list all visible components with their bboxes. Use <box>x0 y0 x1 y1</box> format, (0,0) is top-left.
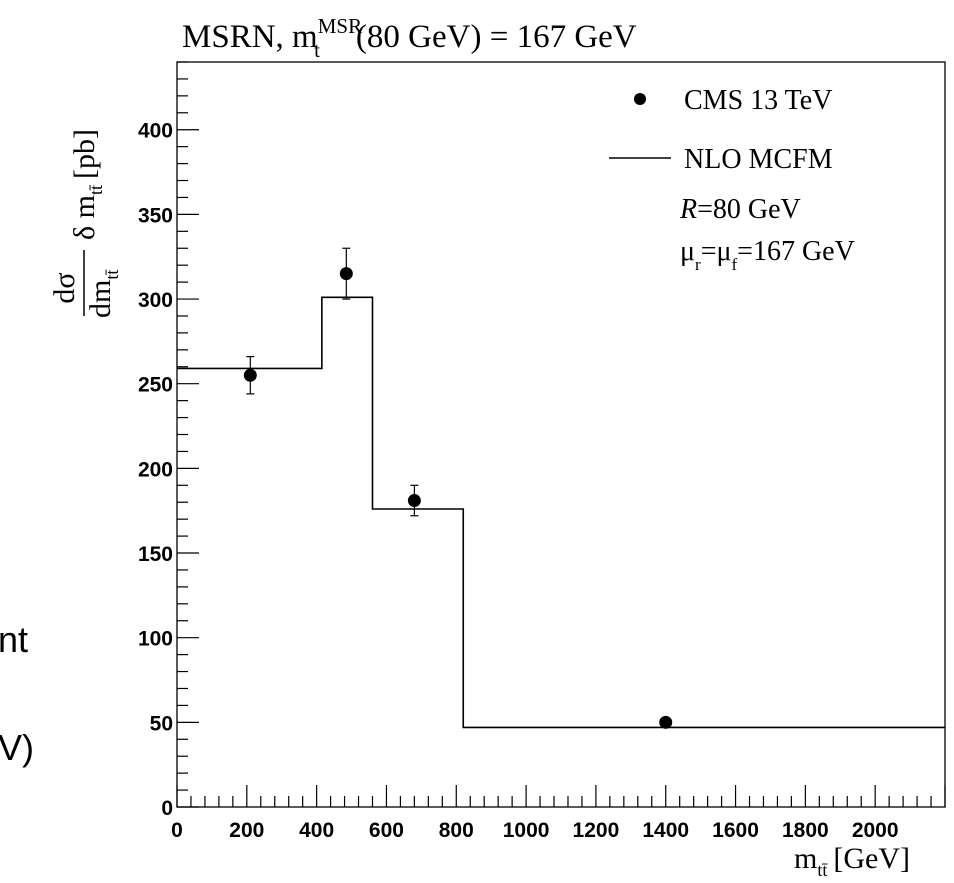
cms-points-series <box>243 247 673 729</box>
ylabel-numerator: dσ <box>48 272 81 303</box>
legend: CMS 13 TeV NLO MCFM R=80 GeV μr=μf=167 G… <box>609 85 855 274</box>
legend-label-points: CMS 13 TeV <box>684 85 832 116</box>
legend-r-line: R=80 GeV <box>679 194 801 225</box>
x-tick-label: 600 <box>369 819 404 842</box>
xlabel-main: m <box>794 842 817 875</box>
ylabel-den-main: dm <box>84 280 117 318</box>
cms-data-point <box>659 715 673 729</box>
x-axis: 0 200 400 600 800 1000 1200 1400 1600 1800 2000 <box>171 785 946 842</box>
x-tick-label: 0 <box>171 819 183 842</box>
legend-mu-line: μr=μf=167 GeV <box>680 236 855 274</box>
chart-title: MSRN, mMSR t (80 GeV) = 167 GeV <box>182 14 637 62</box>
title-sup: MSR <box>318 14 362 38</box>
cms-data-point <box>243 356 257 395</box>
data-marker <box>659 715 673 729</box>
y-tick-label: 350 <box>138 204 173 227</box>
x-axis-label: mtt̄ [GeV] <box>794 842 910 880</box>
data-marker <box>339 267 353 281</box>
y-tick-label: 150 <box>138 543 173 566</box>
y-tick-label: 100 <box>138 628 173 651</box>
y-axis: 0 50 100 150 200 250 300 350 400 <box>138 61 199 820</box>
y-tick-label: 200 <box>138 458 173 481</box>
ylabel-unit: [pb] <box>68 129 101 179</box>
legend-mu-eq: =μ <box>701 236 732 267</box>
cms-data-point <box>339 247 353 300</box>
x-tick-label: 2000 <box>852 819 899 842</box>
x-tick-label: 1400 <box>642 819 689 842</box>
cms-data-point <box>407 484 421 517</box>
y-tick-label: 250 <box>138 374 173 397</box>
data-marker <box>243 368 257 382</box>
x-tick-label: 1600 <box>712 819 759 842</box>
x-tick-label: 800 <box>439 819 474 842</box>
y-tick-label: 50 <box>150 712 173 735</box>
legend-mu-f-sub: f <box>732 255 738 274</box>
x-tick-label: 1200 <box>573 819 620 842</box>
legend-mu-r: μ <box>680 236 695 267</box>
x-tick-label: 1000 <box>503 819 550 842</box>
title-main: MSRN, m <box>182 19 318 55</box>
ylabel-rest-sub: tt̄ <box>86 185 106 195</box>
y-tick-label: 400 <box>138 120 173 143</box>
x-tick-label: 400 <box>299 819 334 842</box>
legend-r-symbol: R <box>679 194 697 225</box>
xlabel-unit: [GeV] <box>833 842 910 875</box>
data-marker <box>407 494 421 508</box>
nlo-mcfm-step-series <box>177 296 945 729</box>
title-rest: (80 GeV) = 167 GeV <box>356 19 637 55</box>
legend-r-value: =80 GeV <box>697 194 801 225</box>
ylabel-den-sub: tt̄ <box>102 269 122 279</box>
legend-label-line: NLO MCFM <box>684 144 833 175</box>
legend-marker-points <box>634 93 646 105</box>
side-text-2: V) <box>0 727 34 768</box>
title-sub: t <box>314 38 320 62</box>
x-tick-label: 200 <box>229 819 264 842</box>
legend-mu-r-sub: r <box>695 255 701 274</box>
xlabel-sub: tt̄ <box>817 860 827 880</box>
y-axis-label: dσ dmtt̄ δ mtt̄[pb] <box>48 129 122 318</box>
ylabel-rest: δ mtt̄ [pb] <box>68 129 106 240</box>
y-tick-label: 0 <box>161 797 173 820</box>
nlo-mcfm-step-line <box>177 296 945 729</box>
ylabel-denominator: dmtt̄ <box>84 269 122 318</box>
ylabel-rest-main: δ m <box>68 195 101 240</box>
y-tick-label: 300 <box>138 289 173 312</box>
side-text-1: nt <box>0 619 28 660</box>
x-tick-label: 1800 <box>782 819 829 842</box>
legend-mu-value: =167 GeV <box>737 236 855 267</box>
